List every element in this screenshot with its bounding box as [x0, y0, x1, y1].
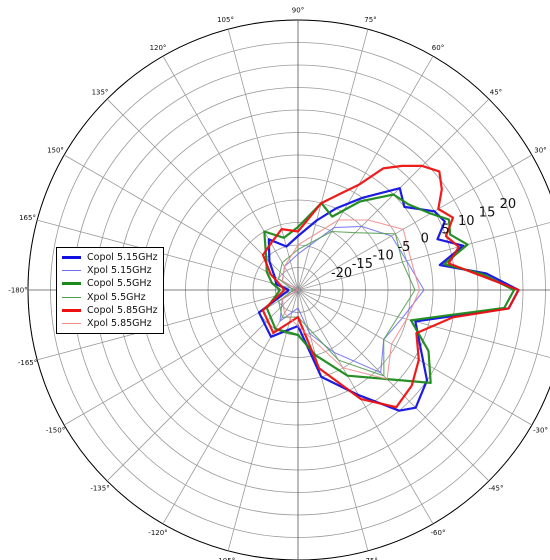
angular-grid-spoke: [297, 289, 533, 426]
radial-tick-label: 20: [500, 197, 517, 212]
angle-tick-label: 60°: [432, 44, 444, 52]
radial-tick-label: 0: [421, 231, 429, 246]
angle-tick-label: 30°: [534, 147, 546, 155]
angular-grid-spoke: [227, 289, 299, 551]
legend-label: Xpol 5.5GHz: [87, 291, 146, 303]
angle-tick-label: -165°: [18, 359, 37, 367]
legend-entry: Copol 5.5GHz: [57, 277, 163, 290]
radial-tick-label: -5: [397, 240, 410, 255]
angular-grid-spoke: [297, 55, 434, 291]
angular-grid-spoke: [37, 219, 299, 291]
polar-grid: [27, 19, 550, 560]
angular-grid-spoke: [297, 222, 550, 291]
angle-tick-label: 120°: [150, 44, 167, 52]
angle-tick-label: -60°: [431, 529, 446, 537]
legend-entry: Xpol 5.85GHz: [57, 317, 163, 330]
angle-tick-label: 75°: [364, 16, 376, 24]
angle-tick-label: -75°: [363, 557, 378, 560]
angle-tick-label: -180°: [8, 287, 27, 295]
radial-tick-label: -20: [331, 266, 352, 281]
angular-grid-spoke: [297, 289, 490, 482]
tick-labels: 90°75°60°45°30°-30°-45°-60°-75°-90°-105°…: [8, 7, 548, 560]
radial-tick-label: 15: [479, 206, 496, 221]
angular-grid-spoke: [162, 289, 299, 525]
series-line: [281, 219, 421, 380]
angle-tick-label: -105°: [216, 557, 235, 560]
legend-label: Copol 5.15GHz: [87, 252, 158, 264]
legend-swatch: [62, 308, 81, 312]
legend-swatch: [62, 296, 81, 298]
legend-label: Xpol 5.15GHz: [87, 265, 152, 277]
angular-grid-spoke: [297, 154, 533, 291]
angle-tick-label: 150°: [47, 147, 64, 155]
angle-tick-label: 165°: [19, 214, 36, 222]
legend-swatch: [62, 270, 81, 272]
angle-tick-label: -150°: [46, 427, 65, 435]
angular-grid-spoke: [297, 289, 369, 551]
legend-entry: Xpol 5.15GHz: [57, 264, 163, 277]
angular-grid-spoke: [63, 154, 299, 291]
angular-grid-spoke: [227, 29, 299, 291]
angle-tick-label: 45°: [490, 89, 502, 97]
angle-tick-label: 105°: [217, 16, 234, 24]
angle-tick-label: -135°: [90, 484, 109, 492]
legend-swatch: [62, 323, 81, 325]
angle-tick-label: -45°: [489, 484, 504, 492]
radial-tick-label: 5: [441, 223, 449, 238]
legend-label: Copol 5.85GHz: [87, 304, 158, 316]
angle-tick-label: 90°: [292, 7, 304, 15]
angular-grid-spoke: [297, 289, 434, 525]
series-line: [261, 164, 520, 409]
legend-label: Copol 5.5GHz: [87, 278, 152, 290]
radial-tick-label: -15: [352, 257, 373, 272]
series-lines: [257, 164, 520, 412]
legend: Copol 5.15GHz Xpol 5.15GHz Copol 5.5GHz Xpo…: [56, 247, 164, 335]
angular-grid-spoke: [162, 55, 299, 291]
legend-entry: Copol 5.85GHz: [57, 304, 163, 317]
angle-tick-label: 135°: [92, 89, 109, 97]
legend-entry: Copol 5.15GHz: [57, 251, 163, 264]
angle-tick-label: -30°: [533, 427, 548, 435]
angular-grid-spoke: [106, 289, 299, 482]
radial-tick-label: 10: [458, 214, 475, 229]
radial-tick-label: -10: [373, 249, 394, 264]
angular-grid-spoke: [297, 289, 550, 358]
series-line: [257, 187, 520, 412]
series-line: [263, 193, 516, 384]
angular-grid-spoke: [297, 29, 369, 291]
angle-tick-label: -120°: [148, 529, 167, 537]
angular-grid-spoke: [37, 289, 299, 361]
legend-swatch: [62, 256, 81, 260]
legend-swatch: [62, 282, 81, 286]
legend-entry: Xpol 5.5GHz: [57, 291, 163, 304]
legend-label: Xpol 5.85GHz: [87, 318, 152, 330]
